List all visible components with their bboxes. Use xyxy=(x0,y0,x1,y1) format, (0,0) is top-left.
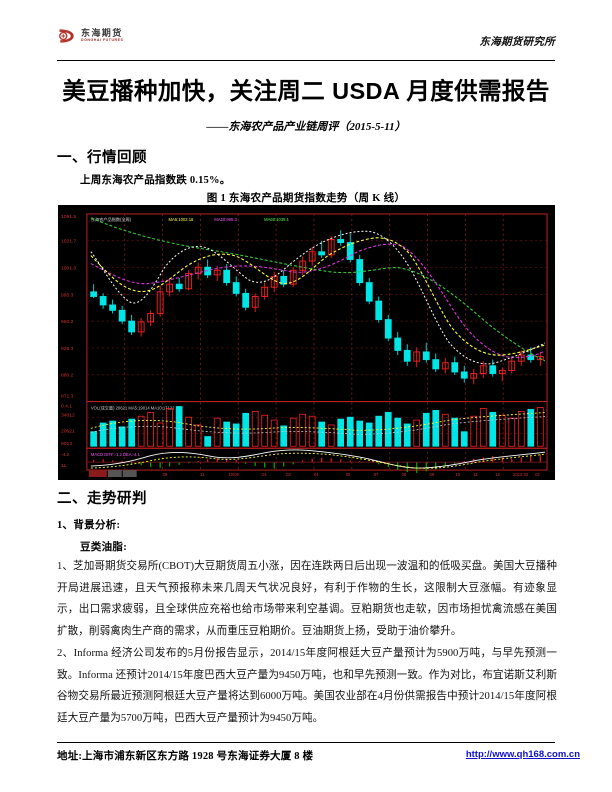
svg-text:09: 09 xyxy=(163,472,168,477)
svg-text:07: 07 xyxy=(374,472,379,477)
donghai-logo-icon xyxy=(57,26,77,46)
price-legend: 东海农产品指数(全周) xyxy=(91,216,132,222)
header-divider xyxy=(57,60,555,61)
svg-text:05: 05 xyxy=(346,472,351,477)
logo-chinese-name: 东海期货 xyxy=(81,27,123,38)
svg-text:03: 03 xyxy=(286,472,291,477)
footer-divider xyxy=(57,742,555,743)
svg-text:0.4.1: 0.4.1 xyxy=(61,404,72,410)
company-logo: 东海期货 DONGHAI FUTURES xyxy=(57,26,123,46)
figure-1-caption: 图 1 东海农产品期货指数走势（周 K 线） xyxy=(206,193,406,204)
section-heading-market-review: 一、行情回顾 xyxy=(57,150,147,166)
volume-legend: VOL(成交量) 20621 MA5:19014 MA10:17122 xyxy=(91,405,175,411)
ma5-line xyxy=(90,230,546,365)
subheading-soy-oils: 豆类油脂: xyxy=(80,542,127,553)
svg-text:11: 11 xyxy=(61,463,66,469)
ma60-line xyxy=(90,217,546,362)
chart-canvas: 1091.5 1021.7 1001.0 995.3 960.2 925.3 8… xyxy=(59,206,554,479)
futures-index-kline-chart[interactable]: 1091.5 1021.7 1001.0 995.3 960.2 925.3 8… xyxy=(58,205,555,480)
chart-tab-kline xyxy=(88,470,107,478)
macd-dea-line xyxy=(90,452,546,469)
logo-wordmark: 东海期货 DONGHAI FUTURES xyxy=(81,27,124,43)
svg-text:12: 12 xyxy=(495,472,500,477)
svg-text:871.3: 871.3 xyxy=(61,394,74,400)
svg-text:925.3: 925.3 xyxy=(61,346,74,352)
ma20-line xyxy=(90,243,546,358)
svg-text:1001.0: 1001.0 xyxy=(61,266,76,272)
section-heading-trend-analysis: 二、走势研判 xyxy=(57,491,147,507)
logo-english-name: DONGHAI FUTURES xyxy=(81,38,124,43)
svg-text:2015 02: 2015 02 xyxy=(513,472,529,477)
candlestick-series xyxy=(90,230,544,385)
volume-ma10-line xyxy=(90,416,546,435)
footer-address: 地址:上海市浦东新区东方路 1928 号东海证券大厦 8 楼 xyxy=(57,751,314,762)
svg-text:960.2: 960.2 xyxy=(61,319,74,325)
chart-tab-vol xyxy=(107,470,122,478)
svg-text:1091.5: 1091.5 xyxy=(61,214,76,220)
footer-website-link[interactable]: http://www.qh168.com.cn xyxy=(465,749,580,760)
svg-text:08: 08 xyxy=(402,472,407,477)
svg-text:09: 09 xyxy=(430,472,435,477)
price-legend-ma20: MA20:985.3 xyxy=(214,217,237,222)
price-legend-ma: MA5:1002.18 xyxy=(169,217,194,222)
macd-diff-line xyxy=(90,449,546,469)
ma10-line xyxy=(90,237,546,356)
chart-tab-macd xyxy=(122,470,137,478)
subheading-background-analysis: 1、背景分析: xyxy=(57,520,121,531)
chart-panel-frames xyxy=(86,213,548,471)
page-title: 美豆播种加快，关注周二 USDA 月度供需报告 xyxy=(62,78,550,104)
svg-text:01: 01 xyxy=(262,472,267,477)
volume-ma-line xyxy=(90,412,546,431)
macd-legend: MACD DIFF:-1.2 DEA:-4.1 xyxy=(91,452,141,457)
volume-ma xyxy=(90,412,546,435)
page-subtitle: ——东海农产品产业链周评（2015-5-11） xyxy=(206,121,406,133)
svg-text:04: 04 xyxy=(535,472,540,477)
price-legend-ma60: MA60:1035.1 xyxy=(264,217,289,222)
volume-series xyxy=(90,406,544,447)
svg-text:1021.7: 1021.7 xyxy=(61,239,76,245)
svg-text:880.2: 880.2 xyxy=(61,373,74,379)
svg-text:20621: 20621 xyxy=(61,428,75,434)
paragraph-2: 2、Informa 经济公司发布的5月份报告显示，2014/15年度阿根廷大豆产… xyxy=(57,648,557,724)
svg-text:11: 11 xyxy=(473,472,478,477)
market-review-text: 上周东海农产品指数跌 0.15%。 xyxy=(80,175,231,186)
svg-text:04: 04 xyxy=(314,472,319,477)
moving-average-lines xyxy=(90,217,546,365)
page-header: 东海期货 DONGHAI FUTURES 东海期货研究所 xyxy=(57,26,555,58)
svg-text:9013: 9013 xyxy=(61,441,72,447)
svg-text:10/09: 10/09 xyxy=(228,472,239,477)
svg-text:-4.2: -4.2 xyxy=(61,452,70,458)
svg-text:10: 10 xyxy=(455,472,460,477)
svg-text:995.3: 995.3 xyxy=(61,292,74,298)
svg-text:11: 11 xyxy=(200,472,205,477)
header-institution-label: 东海期货研究所 xyxy=(479,37,555,48)
svg-text:34012: 34012 xyxy=(61,412,75,418)
price-axis-labels: 1091.5 1021.7 1001.0 995.3 960.2 925.3 8… xyxy=(61,214,76,469)
paragraph-1: 1、芝加哥期货交易所(CBOT)大豆期货周五小涨，因在连跌两日后出现一波温和的低… xyxy=(57,561,557,637)
